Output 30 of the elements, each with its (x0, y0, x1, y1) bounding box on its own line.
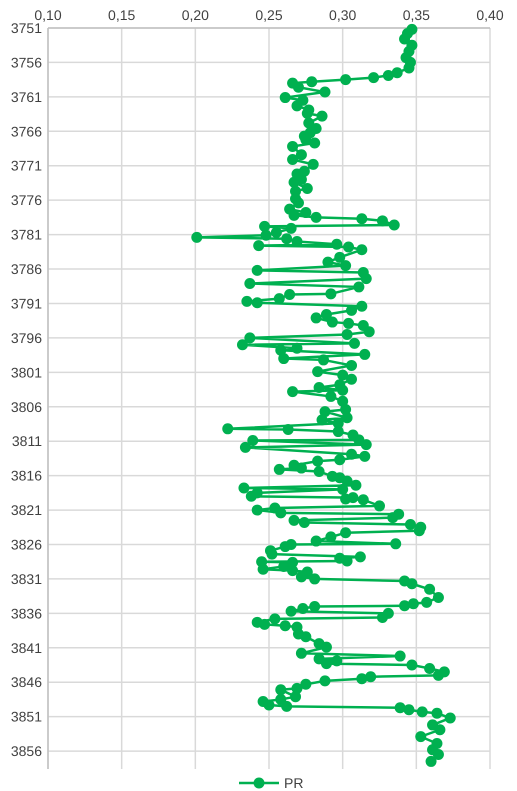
y-tick-label: 3786 (10, 261, 42, 278)
y-tick-label: 3826 (10, 536, 42, 552)
y-tick-label: 3801 (10, 364, 42, 380)
y-tick-label: 3791 (10, 295, 42, 312)
x-tick-label: 0,40 (476, 7, 504, 23)
x-tick-label: 0,15 (108, 7, 136, 23)
y-tick-label: 3806 (10, 398, 42, 415)
x-tick-label: 0,10 (34, 7, 62, 23)
y-tick-label: 3796 (10, 330, 42, 346)
y-tick-label: 3811 (12, 433, 42, 450)
y-tick-label: 3776 (10, 192, 42, 208)
x-tick-label: 0,20 (182, 7, 210, 23)
x-tick-label: 0,25 (255, 7, 283, 23)
y-tick-label: 3761 (10, 88, 42, 105)
legend-label: PR (284, 775, 304, 791)
y-tick-label: 3756 (10, 54, 42, 70)
y-tick-label: 3781 (10, 226, 42, 243)
y-tick-label: 3821 (10, 502, 42, 518)
x-tick-label: 0,30 (329, 7, 357, 23)
y-tick-label: 3851 (10, 708, 42, 725)
y-tick-label: 3831 (10, 570, 42, 587)
y-tick-label: 3816 (10, 468, 42, 484)
y-tick-label: 3856 (10, 743, 42, 760)
x-tick-label: 0,35 (402, 7, 430, 23)
y-tick-label: 3841 (10, 640, 42, 656)
y-tick-label: 3846 (10, 674, 42, 690)
y-tick-label: 3766 (10, 123, 42, 140)
y-tick-label: 3751 (10, 20, 42, 36)
y-tick-label: 3771 (10, 158, 42, 174)
y-tick-label: 3836 (10, 605, 42, 622)
